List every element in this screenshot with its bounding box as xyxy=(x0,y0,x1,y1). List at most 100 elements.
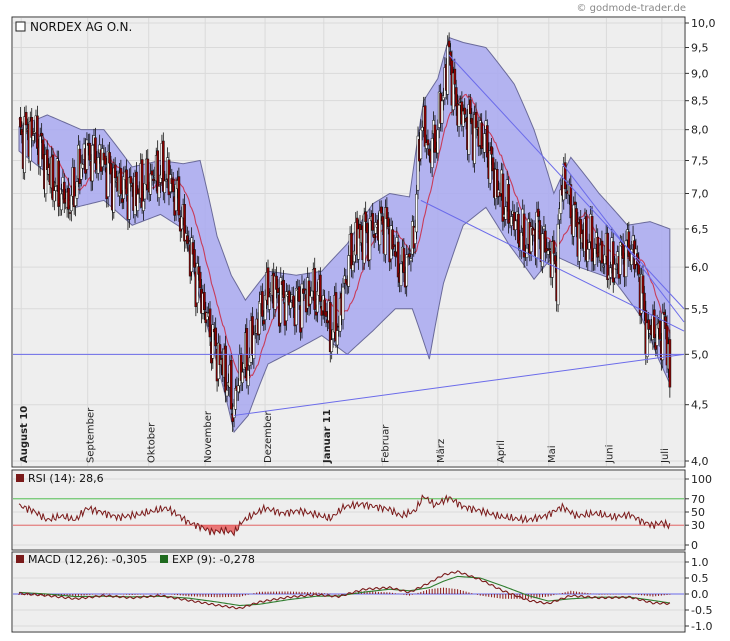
candle-body xyxy=(371,213,375,231)
month-label: Dezember xyxy=(263,411,274,463)
source-credit: © godmode-trader.de xyxy=(577,3,687,14)
candle-body xyxy=(405,254,409,287)
price-y-axis: 10,0 9,5 9,0 8,5 8,0 7,5 7,0 6,5 6,0 5,5 5,0 4,5 4,0 xyxy=(685,17,716,468)
candle-body xyxy=(368,218,372,261)
candle-body xyxy=(109,162,113,175)
candle-body xyxy=(183,204,186,242)
candle-body xyxy=(31,135,35,141)
candle-body xyxy=(112,167,116,213)
candle-body xyxy=(319,274,322,302)
candle-body xyxy=(385,207,389,220)
candle-body xyxy=(68,212,72,214)
candle-body xyxy=(374,222,377,234)
candle-body xyxy=(171,178,175,193)
candle-body xyxy=(313,267,317,310)
candle-body xyxy=(420,126,424,131)
candle-body xyxy=(300,283,304,329)
candle-body xyxy=(618,242,622,275)
exp-legend: EXP (9): -0,278 xyxy=(172,553,255,566)
title-square-icon xyxy=(15,21,26,32)
candle-body xyxy=(67,187,70,210)
candle-body xyxy=(193,249,196,268)
candle-body xyxy=(268,296,271,310)
candle-body xyxy=(180,216,184,230)
candle-body xyxy=(119,168,123,195)
candle-body xyxy=(586,249,590,262)
candle-body xyxy=(637,260,641,275)
candle-body xyxy=(600,240,604,264)
candle-body xyxy=(236,385,240,393)
candle-body xyxy=(136,193,140,211)
candle-body xyxy=(419,129,423,160)
price-y-tick-label: 8,0 xyxy=(691,124,709,137)
candle-body xyxy=(542,226,546,230)
candle-body xyxy=(187,240,191,242)
month-label: November xyxy=(203,410,214,463)
candle-body xyxy=(490,146,493,155)
candle-body xyxy=(81,164,85,169)
candle-body xyxy=(106,150,110,197)
candle-body xyxy=(446,45,450,95)
candle-body xyxy=(630,248,633,265)
candle-body xyxy=(556,223,560,306)
macd-y-tick-label: 1.0 xyxy=(691,556,709,569)
trendlines xyxy=(13,54,685,416)
candle-body xyxy=(415,193,418,233)
candle-body xyxy=(129,176,133,184)
macd-y-tick-label: 0.5 xyxy=(691,572,709,585)
candle-body xyxy=(276,288,280,293)
candle-body xyxy=(522,213,526,258)
rsi-legend-swatch xyxy=(16,474,24,482)
trendline xyxy=(561,163,685,323)
candle-body xyxy=(51,154,55,201)
candle-body xyxy=(552,240,556,254)
month-label: Februar xyxy=(381,424,392,463)
rsi-legend: RSI (14): 28,6 xyxy=(28,472,104,485)
candle-body xyxy=(36,115,39,149)
candle-body xyxy=(593,248,597,265)
candle-body xyxy=(624,240,628,277)
candle-body xyxy=(433,124,437,153)
candle-body xyxy=(19,116,22,128)
candle-body xyxy=(275,275,278,290)
candle-body xyxy=(408,253,411,258)
candle-body xyxy=(569,184,573,219)
candle-body xyxy=(507,184,510,224)
candle-body xyxy=(613,264,617,279)
candle-body xyxy=(149,173,152,195)
candle-body xyxy=(606,232,609,280)
candle-body xyxy=(211,324,215,359)
candle-body xyxy=(609,267,612,278)
candle-body xyxy=(483,133,486,153)
rsi-y-tick-label: 100 xyxy=(691,473,712,486)
candle-body xyxy=(426,139,430,146)
candle-body xyxy=(572,204,575,237)
candle-body xyxy=(436,129,440,154)
month-label: April xyxy=(496,440,507,463)
candle-body xyxy=(658,320,662,340)
candle-body xyxy=(150,170,154,176)
candle-body xyxy=(350,232,353,269)
candle-body xyxy=(423,105,427,147)
candle-body xyxy=(536,208,540,217)
macd-plot-bg xyxy=(13,553,684,631)
macd-y-tick-label: -1.0 xyxy=(691,620,712,633)
candle-body xyxy=(113,164,117,179)
rsi-line xyxy=(18,494,671,537)
price-y-tick-label: 5,0 xyxy=(691,348,709,361)
candle-body xyxy=(266,267,270,306)
candle-body xyxy=(467,104,471,155)
trendline xyxy=(420,199,685,332)
candle-body xyxy=(347,255,351,287)
candle-body xyxy=(152,178,155,181)
candle-body xyxy=(208,308,212,338)
candle-body xyxy=(519,232,523,251)
candle-body xyxy=(336,330,339,346)
candle-body xyxy=(146,158,150,190)
candle-body xyxy=(282,279,285,299)
candle-body xyxy=(402,248,406,274)
candle-body xyxy=(590,216,594,262)
candle-body xyxy=(453,68,457,85)
candle-body xyxy=(289,302,293,309)
candle-body xyxy=(108,152,111,164)
